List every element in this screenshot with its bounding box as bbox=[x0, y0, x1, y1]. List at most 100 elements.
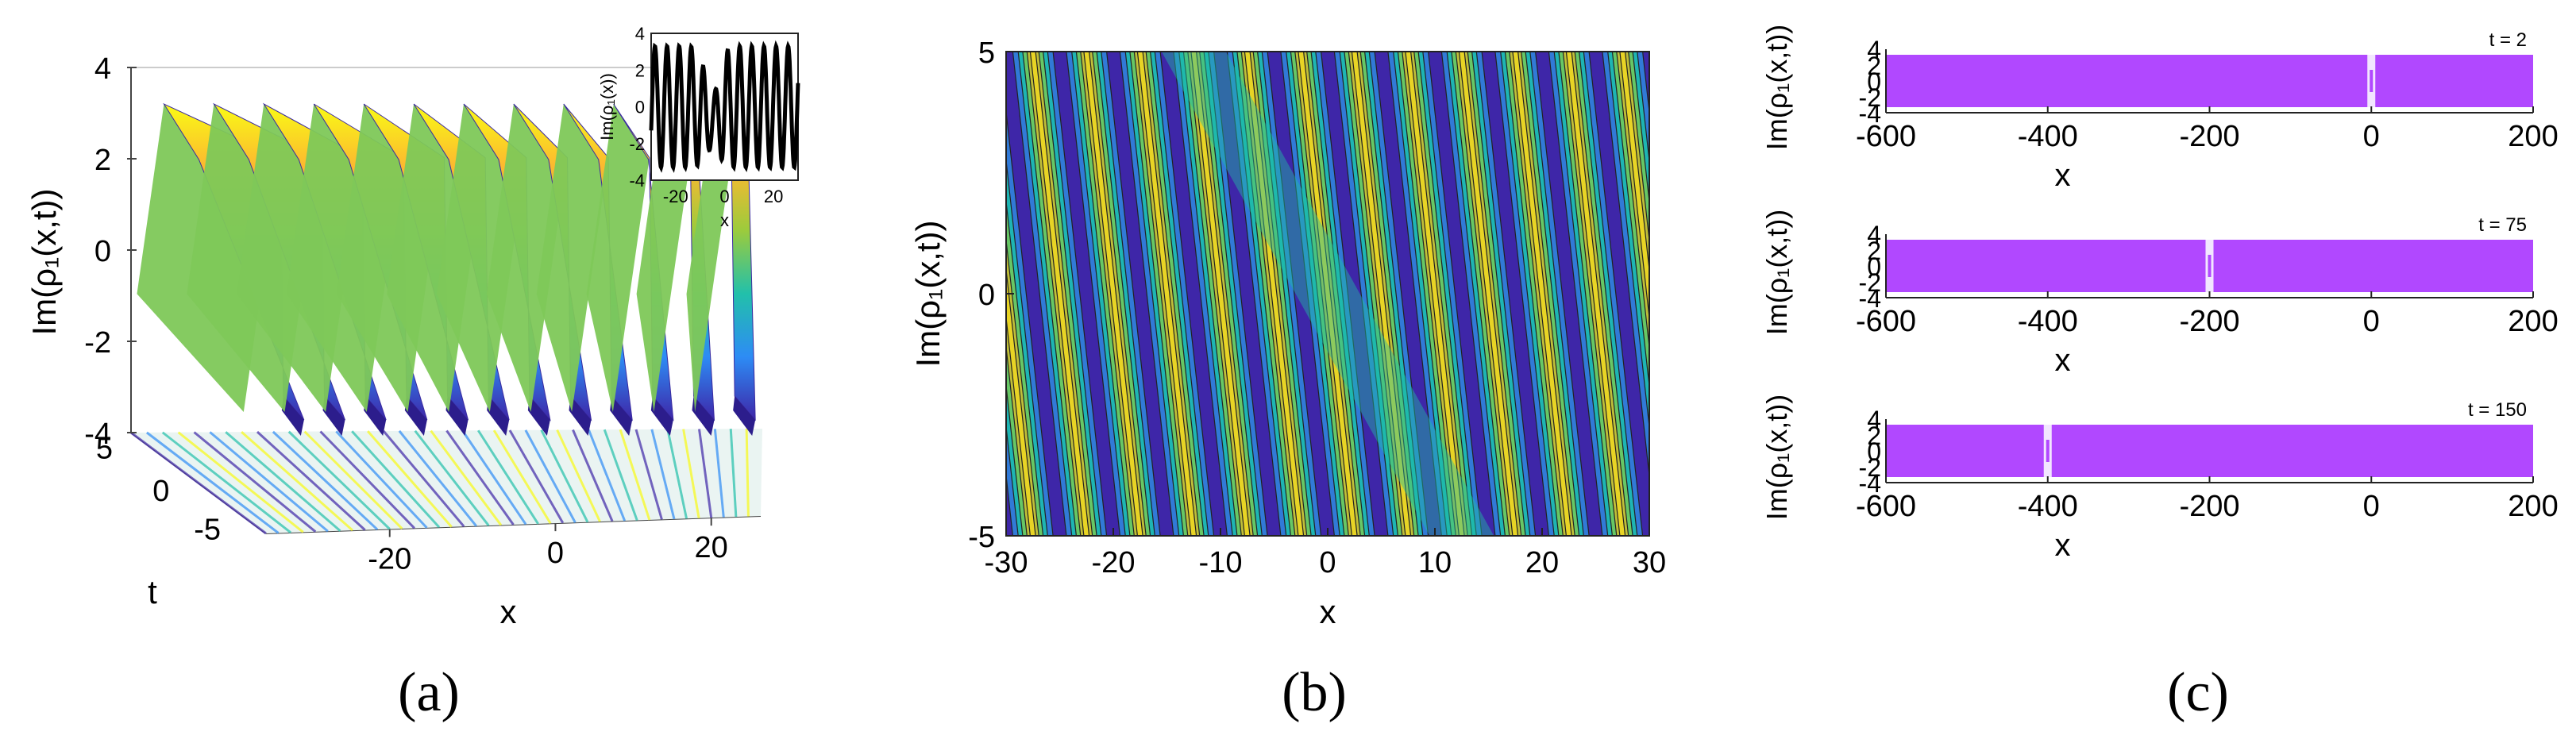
panel-a-z-tick-label: -2 bbox=[84, 326, 111, 360]
panel-a-z-tick-label: 2 bbox=[94, 144, 111, 177]
panel-b-y-tick-label: 5 bbox=[978, 37, 995, 70]
panel-c-x-tick-label: -200 bbox=[2179, 120, 2239, 153]
panel-a-floor-contour bbox=[335, 430, 428, 529]
panel-a-floor-contour bbox=[145, 431, 280, 534]
panel-c-defect-core bbox=[2046, 440, 2050, 462]
panel-b-x-tick-label: 30 bbox=[1633, 546, 1666, 579]
panel-c-x-tick-label: -600 bbox=[1856, 305, 1916, 338]
contour-stripe bbox=[1006, 236, 1039, 536]
panel-c-x-tick-label: 200 bbox=[2508, 120, 2558, 153]
panel-a-floor-contour bbox=[241, 431, 354, 532]
inset-x-tick-label: -20 bbox=[663, 187, 688, 206]
panel-b-xlabel: x bbox=[1320, 593, 1336, 630]
panel-a-floor-contour bbox=[572, 429, 614, 522]
panel-c-x-tick-label: -400 bbox=[2018, 305, 2078, 338]
panel-b-ticks: -30 -20 -10 0 10 20 30 5 0 -5 bbox=[968, 37, 1666, 579]
contour-stripe bbox=[816, 52, 874, 536]
panel-a-floor-contour bbox=[430, 429, 503, 526]
inset-ylabel: Im(ρ₁(x)) bbox=[597, 73, 617, 141]
panel-c-time-label: t = 75 bbox=[2478, 214, 2527, 236]
panel-a-surface bbox=[137, 102, 756, 436]
panel-a-crest-shadow bbox=[692, 396, 715, 436]
panel-a-crest-shadow bbox=[569, 396, 592, 436]
panel-a-crest-back bbox=[486, 104, 568, 412]
panel-a-floor-contour bbox=[319, 430, 415, 529]
panel-a-t-tick-label: 5 bbox=[96, 433, 113, 466]
contour-stripe bbox=[1136, 52, 1197, 536]
panel-c-defect-core bbox=[2370, 70, 2374, 92]
panel-a-floor-contour bbox=[476, 429, 539, 525]
panel-a-crest-shadow bbox=[404, 396, 427, 436]
panel-c-y-tick-label: 0 bbox=[1867, 67, 1881, 96]
panel-a-contour-floor bbox=[130, 429, 762, 535]
panel-b-x-tick-label: 10 bbox=[1418, 546, 1452, 579]
panel-a-x-tick-label: -20 bbox=[368, 543, 411, 576]
panel-a-floor-contour bbox=[650, 429, 676, 520]
panel-a-floor-contour bbox=[351, 430, 441, 529]
inset-y-tick-label: 4 bbox=[635, 24, 645, 44]
panel-c-time-label: t = 150 bbox=[2468, 399, 2527, 421]
panel-c-defect-core bbox=[2208, 255, 2212, 277]
panel-b-x-tick-label: -20 bbox=[1092, 546, 1136, 579]
contour-stripe bbox=[1405, 52, 1465, 536]
contour-stripe bbox=[1458, 52, 1519, 536]
panel-c-y-tick-label: -4 bbox=[1859, 469, 1881, 498]
panel-a-floor-contour bbox=[698, 429, 713, 518]
panel-a-floor-contour bbox=[587, 429, 627, 522]
panel-a-floor-contour bbox=[287, 430, 391, 530]
panel-a-z-tick-label: -4 bbox=[84, 418, 111, 451]
panel-a-floor-contour bbox=[745, 429, 750, 517]
contour-stripe bbox=[1673, 52, 1732, 536]
panel-c-y-tick-label: 2 bbox=[1867, 237, 1881, 265]
panel-b-ylabel: Im(ρ₁(x,t)) bbox=[909, 220, 947, 367]
contour-stripe bbox=[1006, 197, 1044, 536]
inset-y-tick-label: 0 bbox=[635, 98, 645, 117]
panel-c-y-tick-label: 2 bbox=[1867, 52, 1881, 80]
contour-stripe bbox=[1670, 52, 1735, 536]
panel-a-crest-shadow bbox=[364, 396, 387, 436]
panel-b-x-tick-label: 0 bbox=[1319, 546, 1336, 579]
panel-a-floor-contour bbox=[209, 431, 329, 533]
contour-stripe bbox=[812, 52, 877, 536]
panel-a-floor-contour bbox=[603, 429, 638, 522]
panel-a-crest-shadow bbox=[527, 396, 550, 436]
panel-a-floor-contour bbox=[366, 430, 453, 528]
panel-a-floor-contour bbox=[303, 430, 403, 530]
contour-stripe bbox=[1083, 52, 1143, 536]
inset-xlabel: x bbox=[720, 210, 729, 230]
panel-c-y-tick-label: 4 bbox=[1867, 406, 1881, 434]
contour-stripe bbox=[1611, 52, 1649, 391]
inset-x-tick-label: 0 bbox=[719, 187, 729, 206]
panel-c-label: (c) bbox=[2167, 662, 2229, 723]
panel-c-y-tick-label: 4 bbox=[1867, 36, 1881, 64]
panel-c-ylabel: Im(ρ₁(x,t)) bbox=[1760, 210, 1793, 336]
panel-a-ylabel: t bbox=[148, 573, 157, 610]
panel-c-y-tick-label: -4 bbox=[1859, 284, 1881, 313]
panel-c-x-tick-label: -400 bbox=[2018, 490, 2078, 523]
panel-b: -30 -20 -10 0 10 20 30 5 0 -5 Im(ρ₁(x,t)) x (b) bbox=[798, 37, 1735, 723]
panel-c-xlabel: x bbox=[2055, 343, 2071, 378]
panel-c-y-tick-label: -2 bbox=[1859, 83, 1881, 112]
panel-a-floor-contour bbox=[414, 429, 490, 527]
contour-stripe bbox=[804, 52, 887, 536]
panel-a-floor-contour bbox=[540, 429, 589, 523]
panel-b-x-tick-label: 20 bbox=[1525, 546, 1559, 579]
inset-line bbox=[649, 40, 800, 173]
panel-a-floor-contour bbox=[713, 429, 725, 518]
panel-c-y-tick-label: 0 bbox=[1867, 252, 1881, 281]
panel-c-x-tick-label: 0 bbox=[2363, 490, 2380, 523]
panel-c-xlabel: x bbox=[2055, 528, 2071, 563]
panel-b-y-tick-label: 0 bbox=[978, 279, 995, 312]
contour-stripe bbox=[1619, 52, 1649, 322]
panel-c-signal bbox=[1886, 55, 2533, 107]
contour-stripe bbox=[798, 52, 892, 536]
contour-stripe bbox=[1298, 52, 1358, 536]
panel-a-floor-contour bbox=[619, 429, 651, 521]
panel-a-z-tick-label: 4 bbox=[94, 52, 111, 86]
panel-a-floor-contour bbox=[177, 431, 304, 533]
